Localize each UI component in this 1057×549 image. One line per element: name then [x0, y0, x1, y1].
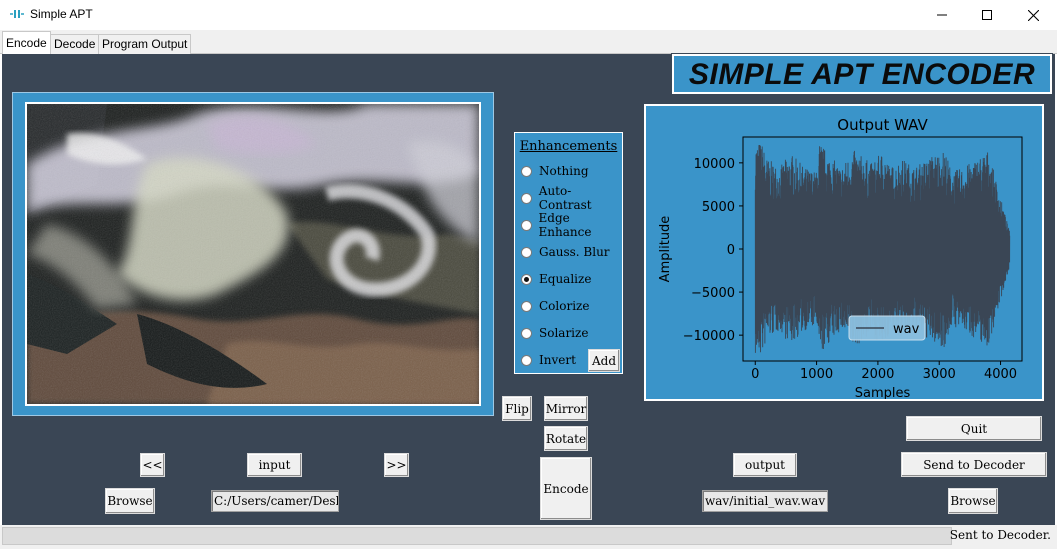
radio-invert[interactable]: Invert: [521, 352, 576, 368]
output-wav-chart: 0 1000 2000 3000 4000 10000 5000 0 −5000 −10000 Ou…: [644, 104, 1044, 401]
radio-button[interactable]: [521, 192, 532, 204]
y-tick-label: −10000: [683, 329, 735, 344]
radio-button[interactable]: [521, 165, 532, 177]
radio-label: Invert: [539, 353, 576, 367]
x-tick-label: 0: [751, 367, 759, 382]
radio-button-selected[interactable]: [521, 273, 532, 285]
x-tick-label: 2000: [861, 367, 894, 382]
status-text: Sent to Decoder.: [949, 528, 1051, 542]
radio-edge-enhance[interactable]: Edge Enhance: [521, 211, 622, 239]
radio-label: Colorize: [539, 299, 590, 313]
y-tick-label: 0: [727, 243, 735, 258]
y-tick-label: 10000: [694, 157, 735, 172]
x-axis-label: Samples: [855, 386, 911, 399]
y-tick-label: −5000: [691, 286, 735, 301]
mirror-button[interactable]: Mirror: [544, 396, 588, 421]
radio-colorize[interactable]: Colorize: [521, 298, 589, 314]
x-tick-label: 4000: [984, 367, 1017, 382]
y-tick-label: 5000: [702, 200, 735, 215]
radio-button[interactable]: [521, 300, 532, 312]
flip-button[interactable]: Flip: [502, 396, 532, 421]
radio-label: Nothing: [539, 164, 589, 178]
app-icon: [10, 10, 24, 18]
encode-panel: SIMPLE APT ENCODER: [2, 53, 1055, 525]
radio-button[interactable]: [521, 219, 532, 231]
chart-svg: 0 1000 2000 3000 4000 10000 5000 0 −5000 −10000 Ou…: [658, 116, 1023, 399]
header-banner: SIMPLE APT ENCODER: [671, 53, 1053, 95]
encode-button[interactable]: Encode: [540, 457, 592, 520]
enhancements-title: Enhancements: [519, 139, 618, 154]
send-to-decoder-button[interactable]: Send to Decoder: [901, 452, 1047, 477]
radio-auto-contrast[interactable]: Auto-Contrast: [521, 184, 622, 212]
wav-series-line: [754, 144, 1011, 353]
satellite-image: [25, 102, 481, 406]
radio-button[interactable]: [521, 246, 532, 258]
quit-button[interactable]: Quit: [906, 416, 1042, 441]
radio-label: Solarize: [539, 326, 589, 340]
radio-label: Auto-Contrast: [538, 184, 592, 212]
input-label-button[interactable]: input: [247, 453, 302, 477]
radio-label: Edge Enhance: [538, 211, 592, 239]
minimize-button[interactable]: [919, 0, 965, 30]
radio-button[interactable]: [521, 327, 532, 339]
radio-label: Gauss. Blur: [539, 245, 610, 259]
tab-program-output[interactable]: Program Output: [98, 34, 192, 54]
radio-button[interactable]: [521, 354, 532, 366]
tab-decode[interactable]: Decode: [50, 34, 100, 54]
close-icon: [1027, 9, 1039, 21]
title-bar: Simple APT: [0, 0, 1057, 30]
x-tick-label: 3000: [923, 367, 956, 382]
x-tick-label: 1000: [800, 367, 833, 382]
close-button[interactable]: [1010, 0, 1056, 30]
previous-image-button[interactable]: <<: [140, 453, 165, 477]
add-button[interactable]: Add: [588, 349, 620, 372]
image-frame: [12, 92, 494, 416]
status-bar: Sent to Decoder.: [0, 525, 1057, 549]
enhancements-panel: Enhancements Nothing Auto-Contrast Edge …: [514, 132, 623, 374]
window-title: Simple APT: [30, 7, 93, 21]
legend-box: [848, 315, 926, 341]
output-path-field[interactable]: wav/initial_wav.wav: [702, 490, 828, 512]
input-path-field[interactable]: C:/Users/camer/Desktc: [211, 490, 339, 512]
input-browse-button[interactable]: Browse: [105, 488, 155, 514]
tab-strip: Encode Decode Program Output: [0, 30, 1057, 55]
chart-title: Output WAV: [837, 116, 928, 134]
radio-solarize[interactable]: Solarize: [521, 325, 588, 341]
radio-gauss-blur[interactable]: Gauss. Blur: [521, 244, 610, 260]
maximize-icon: [982, 10, 992, 20]
radio-equalize[interactable]: Equalize: [521, 271, 591, 287]
satellite-image-graphic: [27, 104, 479, 404]
page-title: SIMPLE APT ENCODER: [688, 58, 1036, 91]
next-image-button[interactable]: >>: [384, 453, 409, 477]
output-label-button[interactable]: output: [733, 453, 797, 477]
maximize-button[interactable]: [964, 0, 1010, 30]
minimize-icon: [937, 14, 947, 16]
y-axis-label: Amplitude: [658, 216, 673, 283]
status-strip: [2, 527, 952, 545]
output-browse-button[interactable]: Browse: [948, 488, 998, 514]
rotate-button[interactable]: Rotate: [544, 426, 588, 451]
legend-label: wav: [893, 322, 920, 337]
radio-nothing[interactable]: Nothing: [521, 163, 589, 179]
radio-label: Equalize: [539, 272, 592, 286]
tab-encode[interactable]: Encode: [2, 31, 51, 55]
